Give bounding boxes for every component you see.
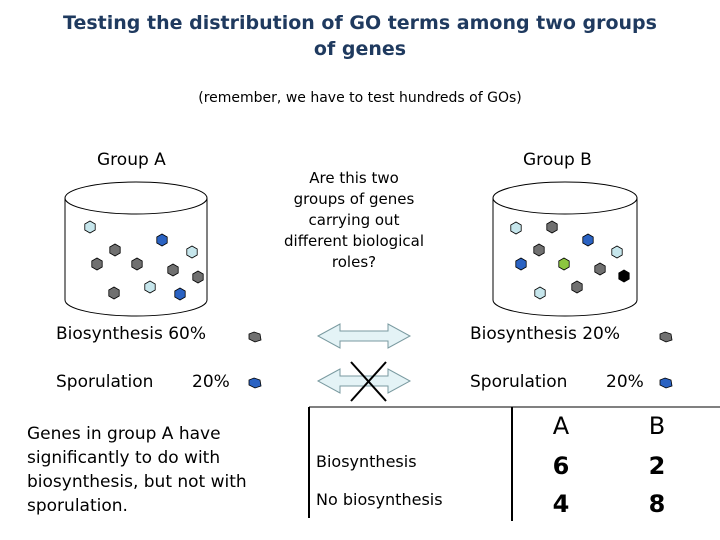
question-text: Are this two groups of genes carrying ou…	[268, 168, 440, 273]
light-blue-gene-dot	[510, 221, 522, 235]
light-blue-gene-dot	[534, 286, 546, 300]
group-b-sporulation-pct: 20%	[606, 372, 644, 392]
light-blue-gene-dot	[144, 280, 156, 294]
question-line: roles?	[331, 253, 377, 271]
gray-gene-dot	[167, 263, 179, 277]
question-line: groups of genes	[293, 190, 415, 208]
group-a-sporulation-label: Sporulation	[56, 372, 154, 392]
gray-gene-dot	[131, 257, 143, 271]
title-line-2: of genes	[313, 38, 407, 60]
group-b-genes	[510, 220, 630, 300]
title-line-1: Testing the distribution of GO terms amo…	[63, 12, 657, 34]
gray-gene-dot	[571, 280, 583, 294]
conclusion-line: Genes in group A have	[27, 424, 221, 444]
table-header-b: B	[648, 412, 666, 440]
conclusion-line: biosynthesis, but not with	[27, 472, 247, 492]
gray-gene-dot	[91, 257, 103, 271]
group-b-sporulation-label: Sporulation	[470, 372, 568, 392]
table-row-label: Biosynthesis	[316, 452, 417, 471]
gray-dot-icon	[248, 331, 262, 343]
conclusion-text: Genes in group A have significantly to d…	[27, 422, 297, 518]
double-arrow-icon	[316, 368, 412, 394]
table-cell-a: 6	[552, 452, 570, 480]
group-b-label: Group B	[523, 150, 592, 170]
question-line: Are this two	[309, 169, 399, 187]
page-title: Testing the distribution of GO terms amo…	[0, 10, 720, 62]
light-blue-gene-dot	[611, 245, 623, 259]
double-arrow-icon	[316, 323, 412, 349]
gray-gene-dot	[192, 270, 204, 284]
green-gene-dot	[558, 257, 570, 271]
gray-gene-dot	[108, 286, 120, 300]
gray-gene-dot	[533, 243, 545, 257]
conclusion-line: sporulation.	[27, 496, 128, 516]
blue-dot-icon	[248, 377, 262, 389]
table-row-label: No biosynthesis	[316, 490, 443, 509]
gray-gene-dot	[546, 220, 558, 234]
blue-gene-dot	[515, 257, 527, 271]
gray-gene-dot	[109, 243, 121, 257]
group-b-biosynthesis: Biosynthesis 20%	[470, 324, 621, 344]
gray-dot-icon	[659, 331, 673, 343]
cross-icon	[350, 361, 387, 402]
cylinder-group-b	[492, 181, 638, 317]
light-blue-gene-dot	[186, 245, 198, 259]
group-a-genes	[84, 220, 204, 301]
table-cell-b: 8	[648, 490, 666, 518]
gray-gene-dot	[594, 262, 606, 276]
table-cell-b: 2	[648, 452, 666, 480]
black-gene-dot	[618, 269, 630, 283]
subtitle: (remember, we have to test hundreds of G…	[198, 90, 522, 106]
conclusion-line: significantly to do with	[27, 448, 221, 468]
group-a-biosynthesis: Biosynthesis 60%	[56, 324, 207, 344]
contingency-table-lines	[308, 406, 720, 521]
question-line: different biological	[284, 232, 424, 250]
table-header-a: A	[552, 412, 570, 440]
cylinder-group-a	[64, 181, 208, 317]
blue-gene-dot	[582, 233, 594, 247]
group-a-sporulation-pct: 20%	[192, 372, 230, 392]
table-cell-a: 4	[552, 490, 570, 518]
group-a-label: Group A	[97, 150, 166, 170]
question-line: carrying out	[308, 211, 400, 229]
blue-gene-dot	[174, 287, 186, 301]
blue-dot-icon	[659, 377, 673, 389]
light-blue-gene-dot	[84, 220, 96, 234]
blue-gene-dot	[156, 233, 168, 247]
